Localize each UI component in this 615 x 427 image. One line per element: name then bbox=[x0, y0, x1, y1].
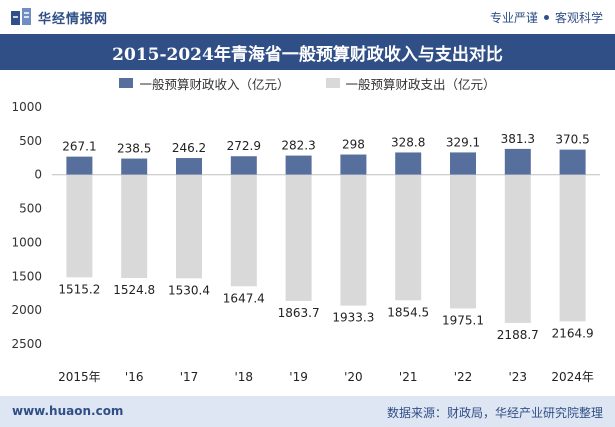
legend-swatch-revenue bbox=[119, 78, 134, 88]
y-tick-label: 1000 bbox=[11, 235, 42, 249]
bar-expenditure bbox=[66, 174, 93, 278]
y-tick-label: 1000 bbox=[11, 100, 42, 114]
data-label-revenue: 381.3 bbox=[501, 132, 535, 146]
bar-revenue bbox=[395, 152, 422, 175]
legend-item-revenue: 一般预算财政收入（亿元） bbox=[119, 74, 290, 92]
y-tick-label: 2000 bbox=[11, 303, 42, 317]
x-tick-label: '18 bbox=[235, 370, 254, 384]
data-label-revenue: 238.5 bbox=[117, 142, 151, 156]
top-bar: 华经情报网 专业严谨 客观科学 bbox=[0, 0, 615, 34]
data-label-revenue: 329.1 bbox=[446, 135, 480, 149]
data-label-expenditure: 1524.8 bbox=[113, 283, 155, 297]
bar-chart: 1000 500 0 500 1000 1500 2000 2500 267.1 1515.2 20… bbox=[11, 100, 600, 384]
data-label-revenue: 282.3 bbox=[281, 139, 315, 153]
y-tick-label: 2500 bbox=[11, 337, 42, 351]
bar-expenditure bbox=[285, 174, 312, 301]
slogan-right: 客观科学 bbox=[554, 11, 603, 25]
bar-revenue bbox=[121, 158, 148, 175]
data-label-revenue: 246.2 bbox=[172, 141, 206, 155]
x-tick-label: '20 bbox=[344, 370, 363, 384]
data-label-expenditure: 1933.3 bbox=[332, 311, 374, 325]
brand-logo-icon bbox=[11, 8, 31, 25]
x-tick-label: '23 bbox=[509, 370, 528, 384]
bar-expenditure bbox=[176, 174, 202, 279]
x-tick-label: '17 bbox=[180, 370, 199, 384]
legend-label-revenue: 一般预算财政收入（亿元） bbox=[139, 76, 290, 92]
bar-revenue bbox=[66, 156, 93, 175]
bar-expenditure bbox=[340, 174, 367, 306]
footer: www.huaon.com 数据来源：财政局，华经产业研究院整理 bbox=[0, 396, 615, 427]
x-tick-label: '22 bbox=[454, 370, 473, 384]
y-tick-label: 500 bbox=[19, 134, 42, 148]
y-tick-label: 500 bbox=[19, 202, 42, 216]
x-tick-label: 2024年 bbox=[551, 370, 594, 384]
data-label-expenditure: 1530.4 bbox=[168, 283, 210, 297]
bar-expenditure bbox=[395, 174, 422, 301]
bar-revenue bbox=[504, 148, 531, 175]
bar-expenditure bbox=[450, 174, 476, 309]
bar-expenditure bbox=[559, 174, 586, 322]
footer-site: www.huaon.com bbox=[12, 404, 124, 418]
legend-label-expenditure: 一般预算财政支出（亿元） bbox=[345, 76, 496, 92]
bar-revenue bbox=[450, 152, 476, 175]
footer-source: 数据来源：财政局，华经产业研究院整理 bbox=[386, 406, 603, 420]
bar-revenue bbox=[176, 158, 202, 175]
x-tick-label: 2015年 bbox=[58, 370, 101, 384]
data-label-expenditure: 1647.4 bbox=[223, 291, 265, 305]
data-label-expenditure: 1863.7 bbox=[278, 306, 320, 320]
y-tick-label: 0 bbox=[34, 168, 42, 182]
data-label-expenditure: 1854.5 bbox=[387, 305, 429, 319]
slogan-separator bbox=[543, 15, 549, 20]
bar-expenditure bbox=[121, 174, 148, 278]
y-tick-label: 1500 bbox=[11, 269, 42, 283]
data-label-expenditure: 1975.1 bbox=[442, 313, 484, 327]
data-label-expenditure: 1515.2 bbox=[58, 282, 100, 296]
bar-revenue bbox=[340, 154, 367, 175]
bar-expenditure bbox=[230, 174, 257, 287]
slogan: 专业严谨 客观科学 bbox=[490, 9, 603, 26]
data-label-expenditure: 2164.9 bbox=[552, 326, 594, 340]
bar-revenue bbox=[285, 155, 312, 175]
data-label-revenue: 267.1 bbox=[62, 140, 96, 154]
data-label-expenditure: 2188.7 bbox=[497, 328, 539, 342]
x-tick-label: '21 bbox=[399, 370, 418, 384]
bar-revenue bbox=[559, 149, 586, 175]
data-label-revenue: 272.9 bbox=[227, 139, 261, 153]
brand: 华经情报网 bbox=[10, 7, 108, 27]
chart-title: 2015-2024年青海省一般预算财政收入与支出对比 bbox=[0, 34, 615, 70]
x-tick-label: '19 bbox=[289, 370, 308, 384]
brand-name: 华经情报网 bbox=[38, 11, 109, 27]
legend-swatch-expenditure bbox=[325, 78, 340, 88]
data-label-revenue: 370.5 bbox=[555, 133, 589, 147]
bar-revenue bbox=[230, 156, 257, 175]
data-label-revenue: 298 bbox=[342, 138, 365, 152]
legend: 一般预算财政收入（亿元） 一般预算财政支出（亿元） bbox=[0, 74, 615, 92]
data-label-revenue: 328.8 bbox=[391, 135, 425, 149]
bar-expenditure bbox=[504, 174, 531, 323]
slogan-left: 专业严谨 bbox=[489, 11, 538, 25]
x-tick-label: '16 bbox=[125, 370, 144, 384]
legend-item-expenditure: 一般预算财政支出（亿元） bbox=[325, 74, 496, 92]
